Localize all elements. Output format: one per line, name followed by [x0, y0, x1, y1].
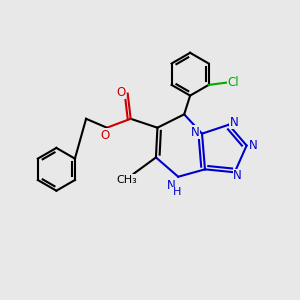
Text: H: H [172, 187, 181, 197]
Text: Cl: Cl [228, 76, 239, 89]
Text: CH₃: CH₃ [117, 175, 137, 185]
Text: N: N [249, 139, 257, 152]
Text: N: N [230, 116, 239, 129]
Text: O: O [116, 85, 126, 98]
Text: N: N [191, 126, 200, 139]
Text: O: O [101, 129, 110, 142]
Text: N: N [233, 169, 242, 182]
Text: N: N [167, 179, 175, 192]
